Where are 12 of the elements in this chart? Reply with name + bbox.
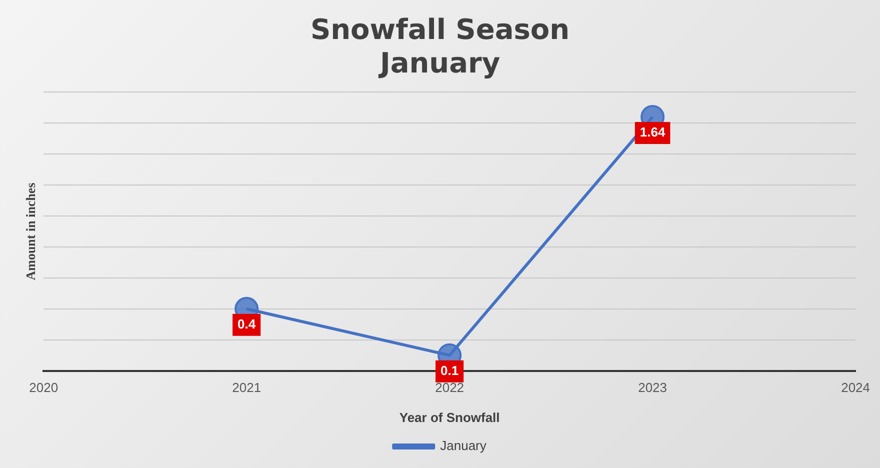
x-axis-title: Year of Snowfall [399, 410, 500, 425]
y-axis-title: Amount in inches [23, 182, 38, 280]
x-tick-label: 2024 [841, 380, 870, 396]
x-tick-label: 2021 [232, 380, 262, 396]
x-tick-label: 2020 [29, 380, 58, 396]
data-label: 0.1 [440, 362, 459, 378]
x-tick-label: 2022 [435, 380, 464, 396]
legend-label: January [440, 438, 487, 454]
data-label: 1.64 [640, 124, 666, 140]
chart-title: Snowfall Season January [310, 13, 570, 80]
x-tick-label: 2023 [638, 380, 668, 396]
data-label: 0.4 [238, 316, 256, 332]
